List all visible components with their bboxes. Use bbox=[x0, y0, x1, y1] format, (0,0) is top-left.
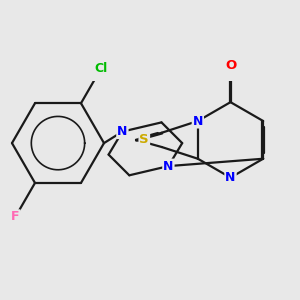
Text: N: N bbox=[225, 171, 236, 184]
Text: N: N bbox=[193, 115, 203, 128]
Text: N: N bbox=[163, 160, 174, 172]
Text: N: N bbox=[117, 125, 128, 138]
Text: S: S bbox=[140, 134, 149, 146]
Text: O: O bbox=[225, 59, 236, 72]
Text: Cl: Cl bbox=[94, 62, 108, 75]
Text: F: F bbox=[11, 210, 20, 223]
